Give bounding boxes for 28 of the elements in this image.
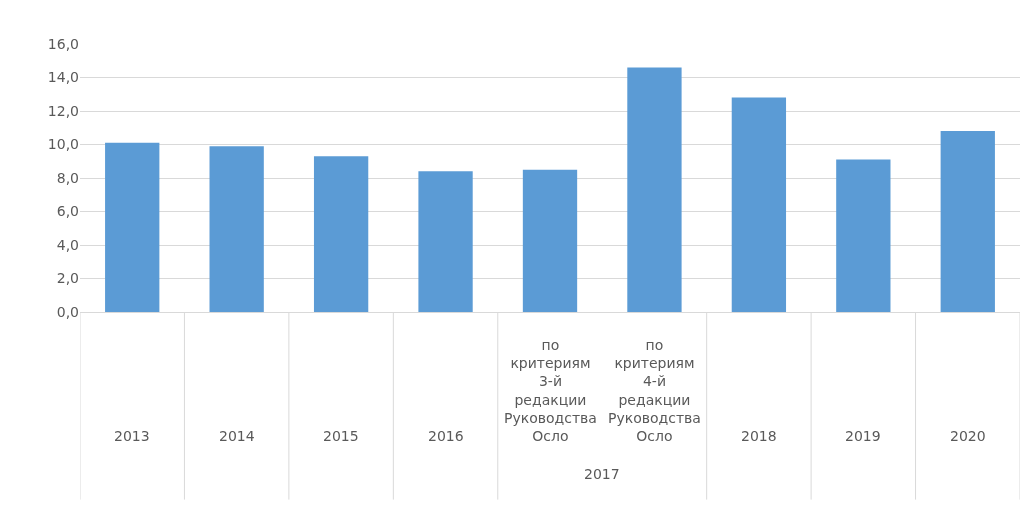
bar <box>627 67 682 312</box>
bar <box>105 142 160 312</box>
bar <box>313 156 369 312</box>
x-tick-label: 2014 <box>219 428 255 444</box>
x-tick-label: 2019 <box>845 428 881 444</box>
bar <box>418 171 473 312</box>
y-tick-label: 16,0 <box>47 35 79 52</box>
bar <box>731 97 787 312</box>
x-tick-label: по критериям 3-й редакции Руководства Осло <box>504 337 597 444</box>
x-tick-label: по критериям 4-й редакции Руководства Осло <box>608 337 701 444</box>
y-tick-label: 14,0 <box>47 69 79 86</box>
bar <box>836 159 891 312</box>
bar <box>940 131 995 312</box>
y-tick-label: 12,0 <box>47 102 79 119</box>
x-tick-label: 2015 <box>323 428 359 444</box>
y-tick-label: 4,0 <box>56 236 79 253</box>
x-tick-label: 2020 <box>950 428 986 444</box>
x-tick-label: 2013 <box>114 428 150 444</box>
text: 2017 <box>584 466 620 482</box>
y-tick-label: 0,0 <box>56 303 79 320</box>
y-tick-label: 8,0 <box>56 169 79 186</box>
x-tick-label: 2016 <box>428 428 464 444</box>
y-tick-label: 2,0 <box>56 270 79 287</box>
y-tick-label: 6,0 <box>56 203 79 220</box>
bar <box>209 146 264 312</box>
bar <box>522 169 578 312</box>
y-tick-label: 10,0 <box>47 136 79 153</box>
x-tick-label: 2018 <box>741 428 777 444</box>
